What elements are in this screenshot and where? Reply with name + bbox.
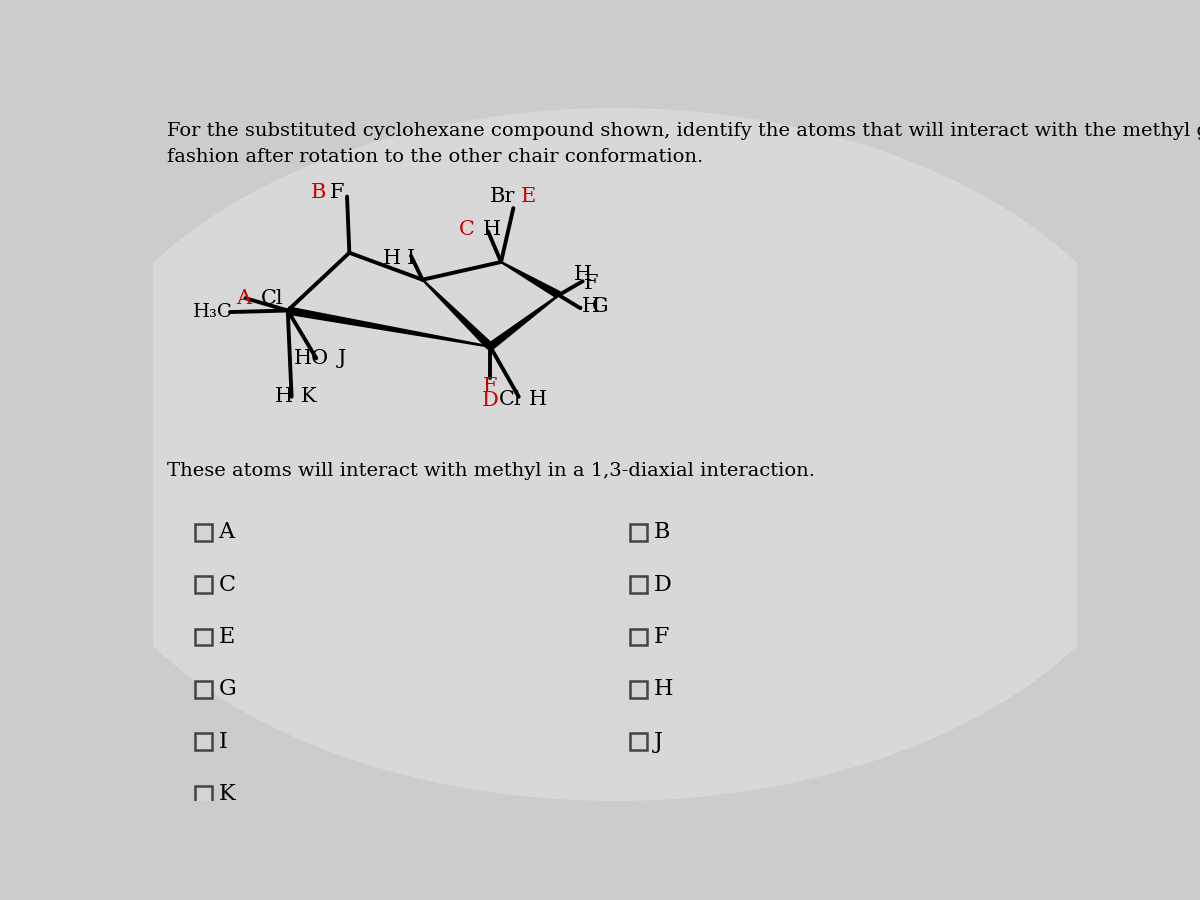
Text: E: E — [218, 626, 235, 648]
Text: A: A — [218, 521, 234, 544]
Polygon shape — [500, 261, 560, 299]
Bar — [196, 681, 212, 698]
Text: A: A — [236, 289, 252, 308]
Text: G: G — [218, 679, 236, 700]
Bar — [196, 628, 212, 645]
Text: J: J — [654, 731, 662, 752]
Text: D: D — [482, 392, 499, 410]
Text: I: I — [218, 731, 227, 752]
Text: I: I — [407, 248, 415, 267]
Text: H: H — [275, 387, 293, 406]
Bar — [630, 576, 647, 593]
Text: H: H — [383, 248, 401, 267]
Text: Br: Br — [490, 187, 515, 206]
Text: F: F — [330, 184, 344, 202]
Text: Cl: Cl — [260, 289, 283, 308]
Bar — [196, 734, 212, 751]
Text: G: G — [592, 297, 608, 316]
Text: These atoms will interact with methyl in a 1,3-diaxial interaction.: These atoms will interact with methyl in… — [167, 463, 815, 481]
Text: F: F — [654, 626, 668, 648]
Text: H: H — [529, 390, 547, 409]
Polygon shape — [421, 279, 493, 350]
Text: HO: HO — [294, 348, 329, 368]
Bar — [630, 524, 647, 541]
Text: H: H — [654, 679, 673, 700]
Text: H₃C: H₃C — [192, 303, 233, 321]
Bar — [196, 786, 212, 803]
Ellipse shape — [61, 108, 1170, 801]
Text: For the substituted cyclohexane compound shown, identify the atoms that will int: For the substituted cyclohexane compound… — [167, 122, 1200, 166]
Text: J: J — [338, 348, 346, 368]
Bar — [196, 524, 212, 541]
Text: C: C — [218, 573, 235, 596]
Bar — [630, 681, 647, 698]
Text: E: E — [521, 187, 536, 206]
Text: B: B — [311, 184, 326, 202]
Text: H: H — [482, 220, 500, 239]
Text: -H: -H — [575, 297, 600, 316]
Text: F: F — [484, 377, 498, 397]
Text: F: F — [584, 274, 599, 293]
Polygon shape — [487, 294, 559, 350]
Text: K: K — [301, 387, 317, 406]
Text: H: H — [574, 265, 593, 284]
Text: C: C — [458, 220, 475, 239]
Bar — [630, 734, 647, 751]
Bar — [196, 576, 212, 593]
Text: Cl: Cl — [498, 390, 521, 409]
Text: K: K — [218, 783, 235, 806]
Bar — [630, 628, 647, 645]
Polygon shape — [287, 306, 491, 347]
Text: B: B — [654, 521, 670, 544]
Text: D: D — [654, 573, 671, 596]
